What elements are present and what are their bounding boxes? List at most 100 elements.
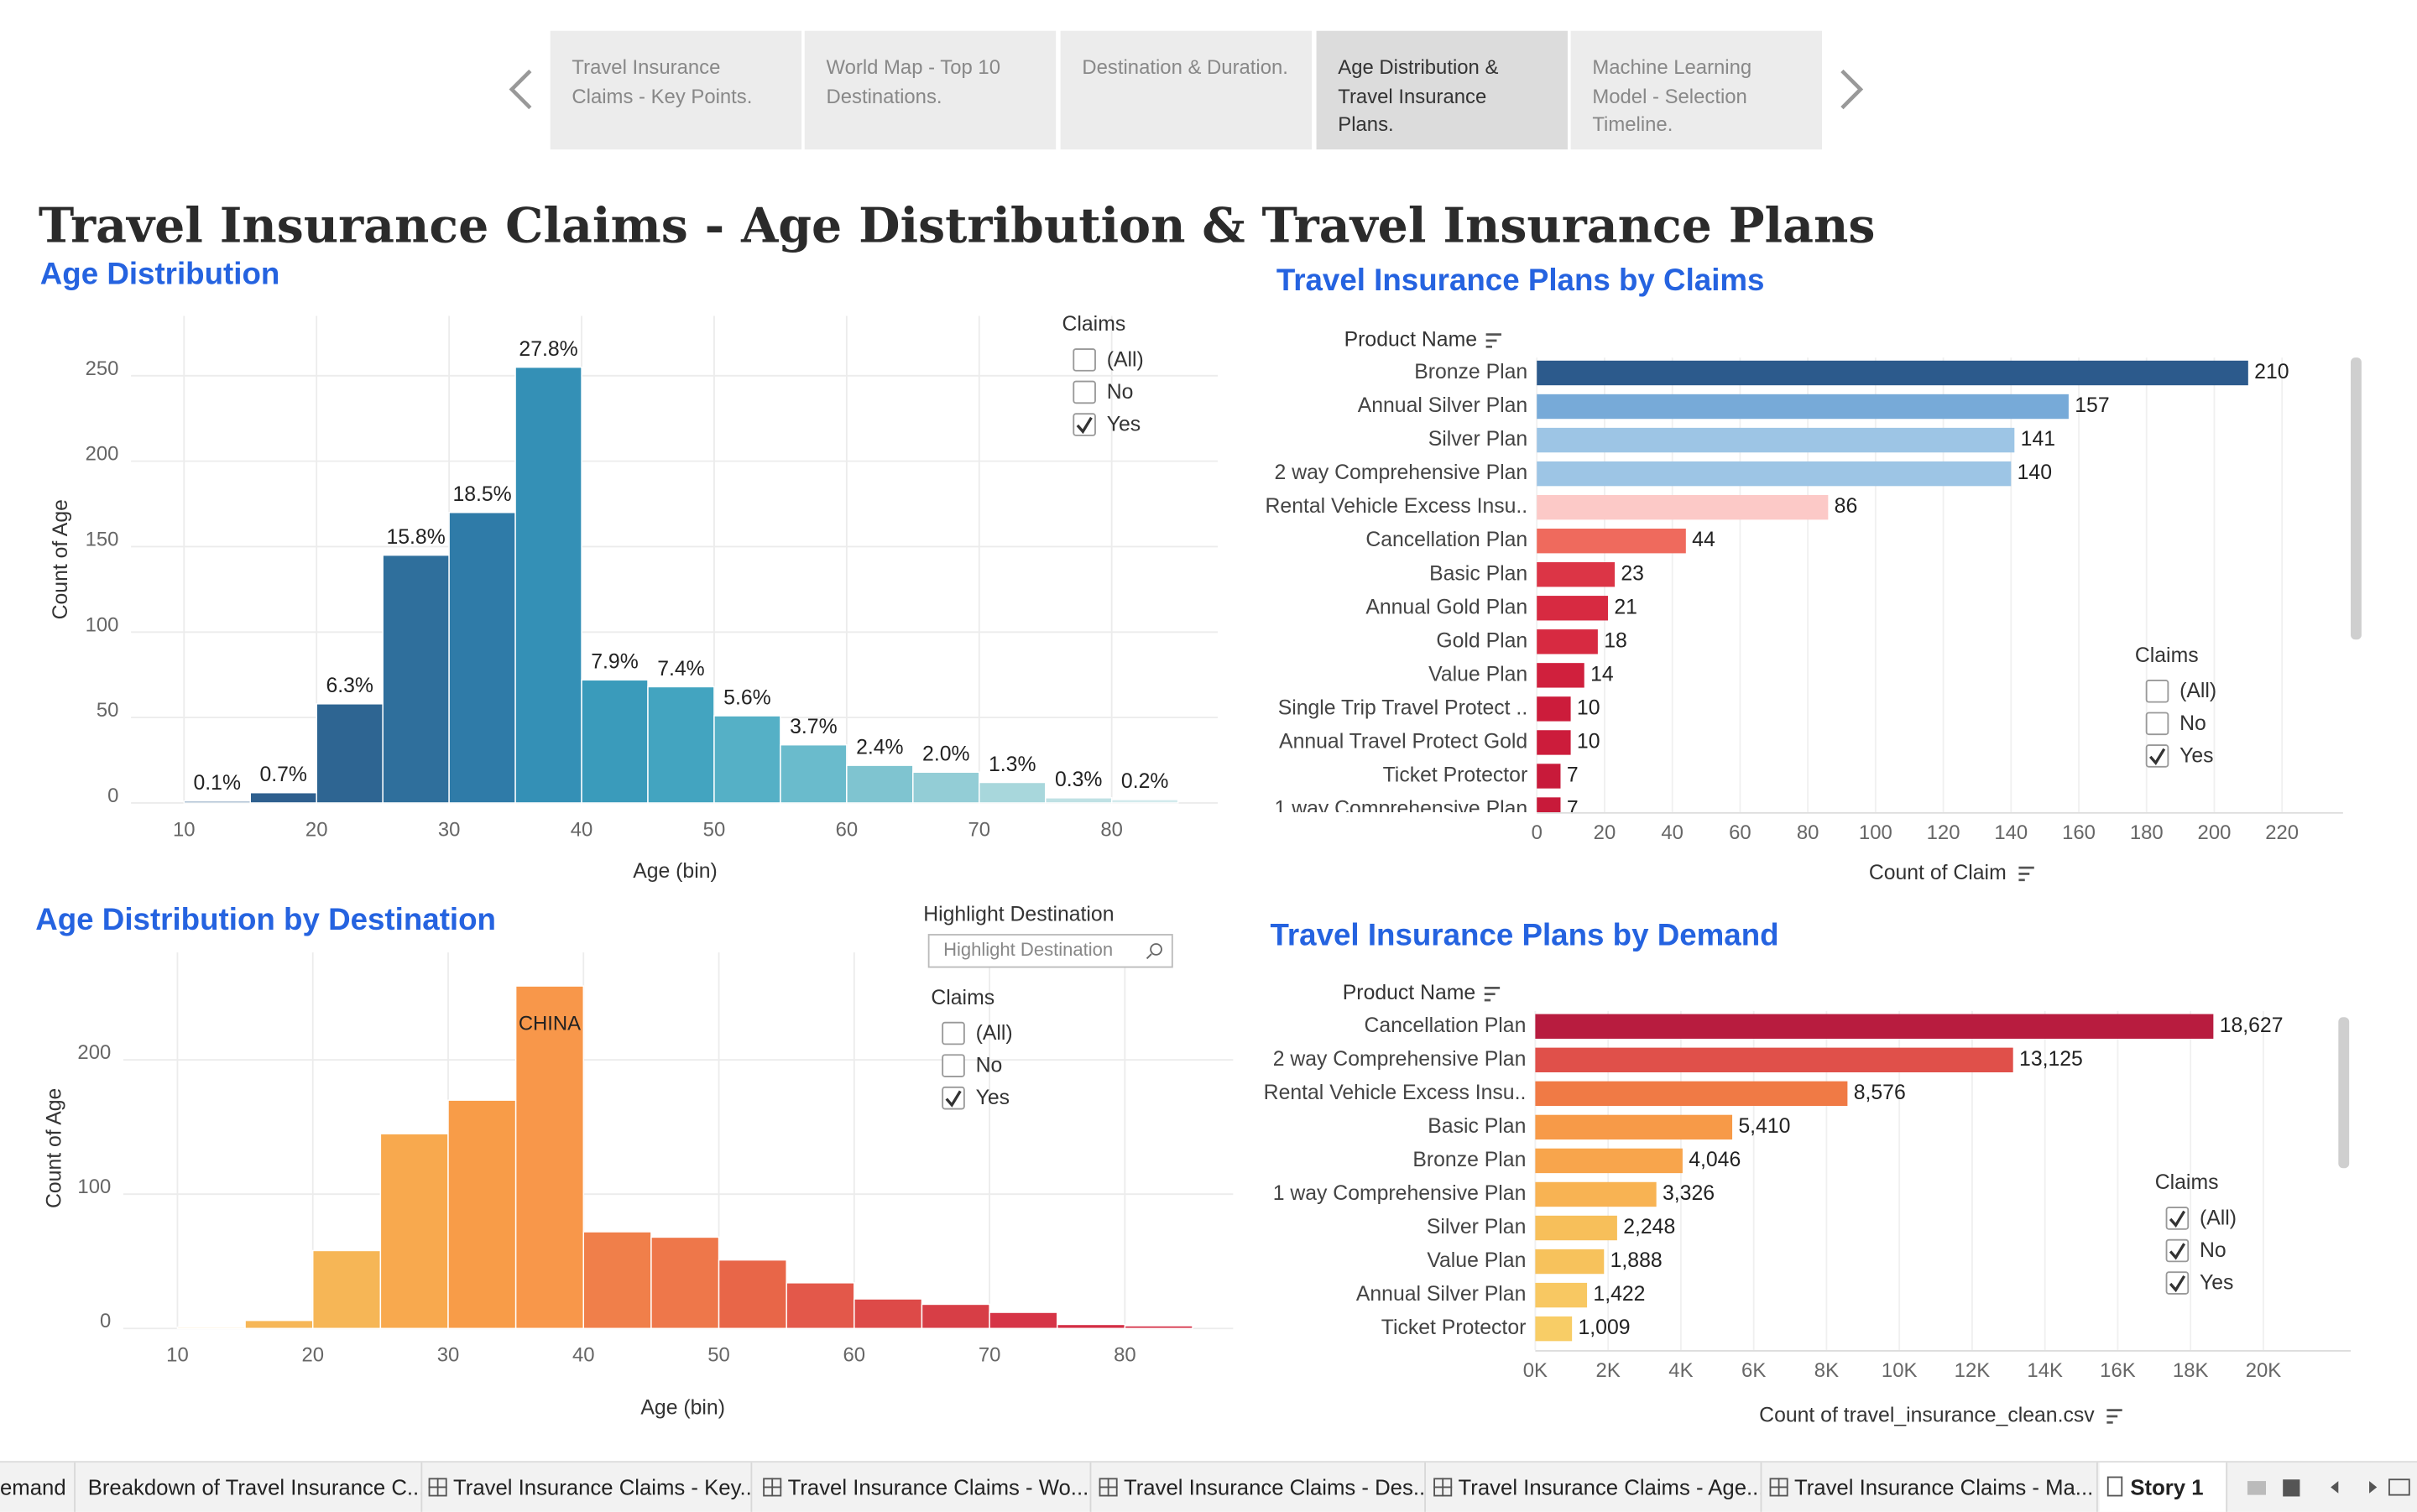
data-label: 1,422 (1593, 1283, 1645, 1306)
sheet-tab[interactable]: Story 1 (2099, 1462, 2228, 1512)
bar (1535, 1282, 1588, 1308)
story-point[interactable]: Destination & Duration. (1060, 30, 1313, 150)
y-tick-label: 0 (100, 1310, 111, 1332)
data-label: 8,576 (1854, 1082, 1906, 1104)
data-label: 7 (1567, 798, 1579, 821)
data-label: 5.6% (723, 686, 770, 709)
bar (448, 511, 516, 804)
chart-title: Travel Insurance Plans by Claims (1276, 263, 1765, 297)
x-tick-label: 20 (1594, 821, 1616, 844)
nav-next[interactable] (1840, 69, 1864, 110)
x-tick-label: 10 (173, 818, 196, 841)
bar (1535, 1081, 1848, 1107)
story-point[interactable]: Machine Learning Model - Selection Timel… (1570, 30, 1823, 150)
x-tick-label: 40 (1661, 821, 1684, 844)
checkmark (2169, 1243, 2186, 1260)
data-label: 7 (1567, 764, 1579, 787)
data-label: 18,627 (2220, 1014, 2284, 1037)
bar (1537, 562, 1616, 587)
data-label: 0.7% (259, 764, 306, 786)
category-label: Silver Plan (1427, 1216, 1526, 1238)
checkbox[interactable] (942, 1086, 965, 1110)
bar (582, 1231, 652, 1329)
filter-title: Claims (2155, 1171, 2219, 1194)
x-tick-label: 2K (1596, 1359, 1621, 1382)
x-tick-label: 80 (1797, 821, 1819, 844)
checkbox[interactable] (2145, 744, 2169, 768)
x-tick-label: 30 (437, 1344, 460, 1367)
bar (1044, 797, 1113, 804)
checkbox[interactable] (2165, 1271, 2190, 1295)
data-label: 0.2% (1121, 770, 1168, 793)
checkbox[interactable] (1073, 413, 1096, 436)
checkbox[interactable] (942, 1021, 965, 1045)
story-point[interactable]: World Map - Top 10 Destinations. (804, 30, 1057, 150)
category-label: Cancellation Plan (1364, 1014, 1526, 1037)
x-tick-label: 60 (836, 818, 859, 841)
checkbox[interactable] (2145, 679, 2169, 703)
filter-option: Yes (976, 1087, 1010, 1109)
bar (1124, 1325, 1193, 1329)
checkbox[interactable] (2165, 1207, 2190, 1230)
checkbox[interactable] (2145, 712, 2169, 736)
nav-prev[interactable] (509, 69, 532, 110)
sheet-tab[interactable]: emand (0, 1462, 76, 1512)
category-label: Basic Plan (1428, 1115, 1526, 1138)
bar (1537, 764, 1561, 789)
sheet-tab[interactable]: Breakdown of Travel Insurance C... (76, 1462, 423, 1512)
data-label: 141 (2021, 428, 2055, 451)
data-label: 10 (1577, 730, 1600, 753)
x-tick-label: 10 (166, 1344, 189, 1367)
filter-option: Yes (2200, 1272, 2233, 1295)
data-label: 3.7% (790, 716, 837, 738)
scrollbar[interactable] (2351, 357, 2362, 640)
checkbox[interactable] (2165, 1238, 2190, 1263)
bar (1535, 1114, 1733, 1140)
bar (1535, 1047, 2013, 1072)
bar (1537, 360, 2248, 386)
category-label: Rental Vehicle Excess Insu.. (1264, 1082, 1527, 1104)
sheet-tab[interactable]: Travel Insurance Claims - Age... (1428, 1462, 1762, 1512)
search-box[interactable] (927, 934, 1173, 968)
x-tick-label: 50 (703, 818, 726, 841)
x-tick-label: 200 (2198, 821, 2232, 844)
y-tick-label: 0 (107, 785, 118, 807)
checkbox[interactable] (1073, 348, 1096, 372)
bar (786, 1282, 855, 1329)
checkbox[interactable] (1073, 380, 1096, 404)
sheet-tab[interactable]: Travel Insurance Claims - Key... (422, 1462, 753, 1512)
data-label: 10 (1577, 696, 1600, 719)
checkmark (2169, 1275, 2186, 1293)
scrollbar[interactable] (2338, 1017, 2350, 1169)
sheet-tab[interactable]: Travel Insurance Claims - Ma... (1763, 1462, 2098, 1512)
data-label: 7.4% (657, 658, 704, 680)
bar (647, 686, 715, 804)
sheet-tab[interactable]: Travel Insurance Claims - Des... (1093, 1462, 1426, 1512)
bar (1537, 427, 2015, 453)
sheet-tab[interactable]: Travel Insurance Claims - Wo... (757, 1462, 1092, 1512)
x-tick-label: 16K (2100, 1359, 2136, 1382)
y-tick-label: 50 (97, 699, 119, 722)
bar-rows: Bronze Plan 210 Annual Silver Plan 157 Silve… (1266, 360, 2289, 821)
x-tick-label: 220 (2265, 821, 2299, 844)
data-label: 1.3% (989, 753, 1036, 776)
x-tick-label: 60 (843, 1344, 866, 1367)
x-tick-label: 20 (305, 818, 328, 841)
bar (249, 791, 317, 804)
bar (713, 715, 781, 804)
bar (1535, 1249, 1605, 1275)
bar (650, 1236, 720, 1329)
story-point[interactable]: Age Distribution & Travel Insurance Plan… (1316, 30, 1568, 150)
data-label: 4,046 (1689, 1149, 1741, 1171)
category-label: Single Trip Travel Protect .. (1278, 696, 1528, 719)
bar (1537, 461, 2012, 487)
x-tick-label: 80 (1100, 818, 1123, 841)
story-point[interactable]: Travel Insurance Claims - Key Points. (550, 30, 802, 150)
bar (379, 1133, 449, 1330)
category-label: 1 way Comprehensive Plan (1275, 798, 1528, 821)
bar (581, 679, 649, 804)
data-label: 0.3% (1055, 769, 1102, 791)
checkbox[interactable] (942, 1054, 965, 1077)
